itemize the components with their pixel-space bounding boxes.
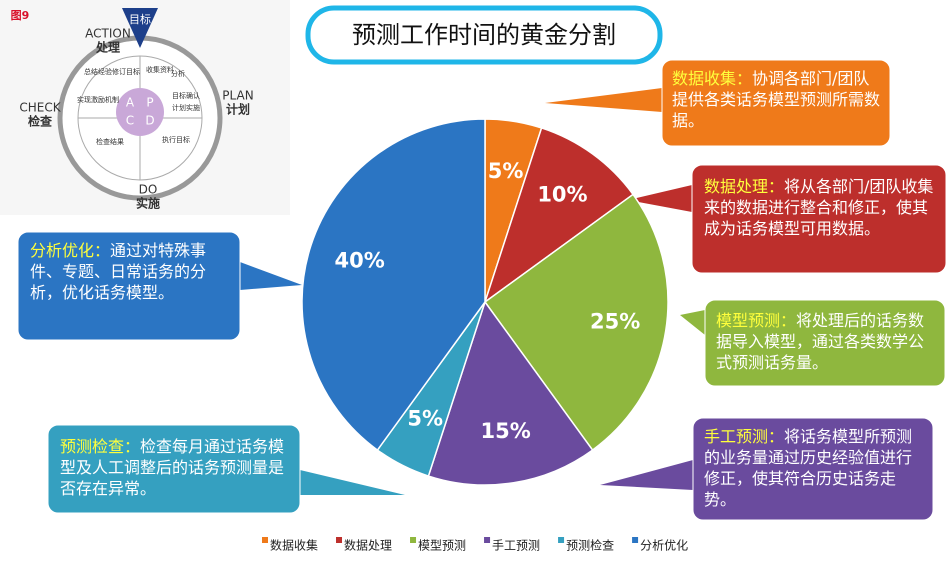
pdca-label: P (146, 96, 153, 110)
pdca-label: 图9 (11, 9, 30, 22)
annotation: 数据收集：协调各部门/团队提供各类话务模型预测所需数据。 (672, 68, 882, 131)
callout-box (691, 164, 947, 274)
value-label: 5% (407, 406, 443, 430)
pdca-label: 处理 (95, 40, 120, 55)
value-label: 15% (480, 419, 530, 443)
pdca-label: 检查 (28, 114, 53, 129)
legend-label: 数据处理 (344, 538, 392, 553)
annotation: 模型预测：将处理后的话务数据导入模型，通过各类数学公式预测话务量。 (716, 310, 938, 373)
pdca-label: 总结经验修订目标 (84, 67, 140, 76)
annotation: 手工预测：将话务模型所预测的业务量通过历史经验值进行修正，使其符合历史话务走势。 (704, 426, 926, 510)
pdca-label: 收集资料 (146, 65, 174, 74)
annotation-text: 协调各部门/团队提供各类话务模型预测所需数据。 (672, 69, 881, 130)
annotation-heading: 模型预测： (716, 311, 797, 330)
legend-label: 预测检查 (566, 538, 614, 553)
legend-swatch (558, 537, 565, 543)
pdca-label: D (145, 114, 154, 128)
annotation-text: 将话务模型所预测的业务量通过历史经验值进行修正，使其符合历史话务走势。 (704, 427, 913, 509)
legend-label: 手工预测 (492, 539, 540, 553)
annotation: 预测检查：检查每月通过话务模型及人工调整后的话务预测量是否存在异常。 (60, 436, 296, 499)
pdca-goal-arrow (122, 8, 158, 48)
legend-swatch (484, 537, 491, 543)
annotation-heading: 数据处理： (704, 177, 785, 196)
callout-pointer (545, 88, 662, 112)
annotation-heading: 分析优化： (30, 241, 111, 260)
callout-pointer (600, 460, 693, 490)
value-label: 5% (488, 159, 524, 183)
callout-box (47, 424, 301, 514)
callout-box (692, 417, 934, 521)
value-label: 10% (537, 182, 587, 206)
legend-swatch (336, 537, 343, 543)
annotation-text: 将处理后的话务数据导入模型，通过各类数学公式预测话务量。 (716, 311, 925, 372)
value-label: 40% (335, 248, 385, 272)
pdca-label: 目标 (129, 12, 151, 26)
legend-swatch (410, 537, 417, 543)
pie-slice (427, 300, 594, 486)
annotation-text: 通过对特殊事件、专题、日常话务的分析，优化话务模型。 (30, 241, 207, 302)
title-box (305, 5, 663, 65)
callout-box (661, 59, 891, 147)
pdca-label: A (126, 96, 135, 110)
annotation: 分析优化：通过对特殊事件、专题、日常话务的分析，优化话务模型。 (30, 240, 230, 303)
pdca-label: 计划实施 (172, 103, 200, 112)
callout-pointer (628, 185, 692, 212)
callout-pointer (680, 310, 705, 335)
pdca-label: 目标确认 (172, 91, 200, 100)
pdca-label: CHECK (19, 101, 61, 115)
pie-slice (301, 118, 486, 452)
pdca-label: DO (139, 183, 158, 197)
annotation-text: 检查每月通过话务模型及人工调整后的话务预测量是否存在异常。 (60, 437, 285, 498)
value-label: 25% (590, 310, 640, 334)
callout-pointer (240, 262, 302, 290)
pdca-label: ACTION (85, 27, 131, 41)
annotation-heading: 预测检查： (60, 437, 141, 456)
callout-box (17, 231, 241, 341)
pdca-label: 实现激励机制 (77, 95, 119, 104)
annotation: 数据处理：将从各部门/团队收集来的数据进行整合和修正，使其成为话务模型可用数据。 (704, 176, 940, 239)
annotation-heading: 数据收集： (672, 69, 753, 88)
legend-swatch (262, 537, 268, 543)
annotation-text: 将从各部门/团队收集来的数据进行整合和修正，使其成为话务模型可用数据。 (704, 177, 934, 238)
annotation-heading: 手工预测： (704, 427, 785, 446)
legend-label: 模型预测 (418, 539, 466, 553)
pie-slice (483, 193, 669, 452)
pdca-label: C (126, 114, 134, 128)
callout-box (704, 299, 946, 387)
pdca-label: 分析 (171, 69, 185, 78)
pdca-label: 检查结果 (96, 137, 124, 146)
pdca-label: 执行目标 (162, 135, 190, 144)
pdca-label: PLAN (222, 89, 253, 103)
chart-title: 预测工作时间的黄金分割 (352, 21, 616, 49)
legend-swatch (632, 537, 639, 543)
pie-slice (483, 127, 635, 304)
legend-label: 数据收集 (270, 538, 318, 553)
pdca-label: 实施 (136, 196, 160, 211)
pdca-core (116, 88, 164, 136)
callout-pointer (300, 470, 405, 495)
legend-label: 分析优化 (640, 539, 688, 553)
pdca-label: 计划 (226, 102, 250, 117)
